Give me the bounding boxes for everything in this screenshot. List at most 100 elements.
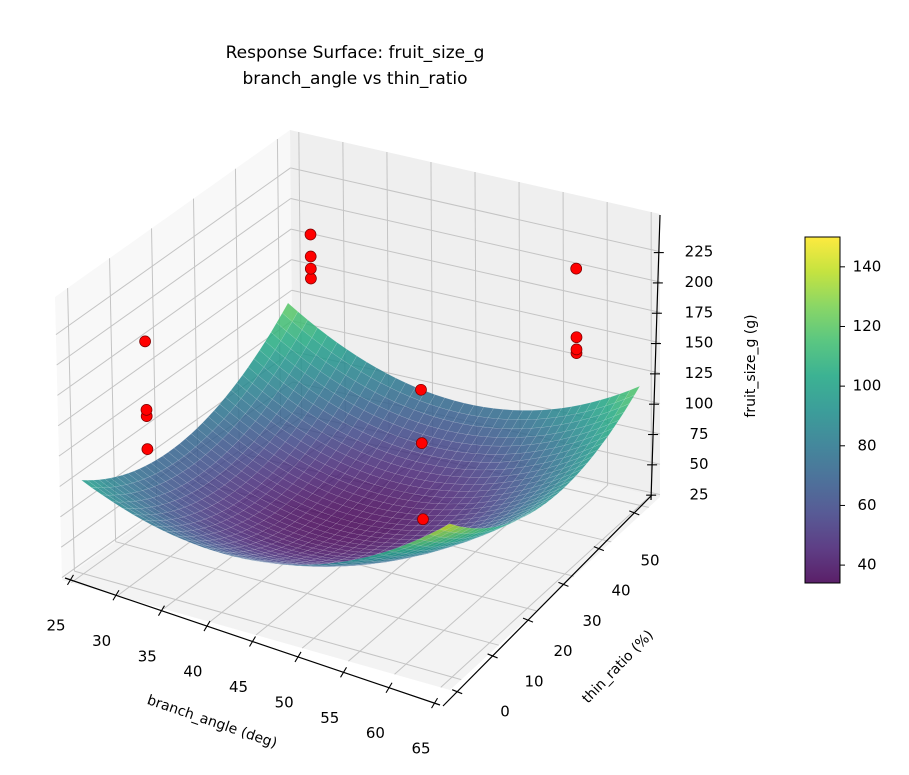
y-axis-tick — [451, 689, 463, 695]
z-axis-tick-label: 200 — [685, 273, 714, 291]
z-gridline-left-wall — [57, 259, 292, 427]
y-axis-tick-label: 30 — [582, 612, 601, 630]
z-gridline-back-wall — [290, 228, 661, 313]
data-point — [141, 443, 154, 455]
data-point — [305, 272, 317, 285]
surface-patch — [503, 519, 520, 527]
x-axis-tick — [294, 651, 302, 663]
data-point — [417, 513, 429, 526]
colorbar-tick-label: 80 — [857, 436, 876, 454]
y-axis-tick-label: 40 — [611, 582, 630, 600]
x-gridline-floor — [394, 484, 608, 675]
x-axis-tick-label: 45 — [229, 678, 248, 696]
data-point — [140, 404, 153, 416]
y-axis-tick-label: 20 — [553, 642, 572, 660]
data-point — [570, 343, 583, 356]
y-axis-line — [442, 494, 653, 707]
x-axis-tick — [112, 589, 120, 601]
z-gridline-left-wall — [58, 289, 292, 457]
z-axis-tick-label: 225 — [685, 243, 714, 261]
y-axis-tick — [593, 546, 605, 552]
data-point — [570, 262, 583, 275]
y-axis-label: thin_ratio (%) — [579, 627, 657, 707]
surface-patch — [466, 528, 482, 534]
z-axis-tick-label: 125 — [685, 364, 714, 382]
surface-patch — [519, 510, 535, 520]
colorbar-tick-label: 100 — [853, 377, 882, 395]
x-axis-tick — [385, 682, 393, 694]
x-axis-tick — [431, 697, 439, 709]
x-axis-tick — [158, 605, 165, 616]
z-gridline-left-wall — [55, 167, 291, 336]
x-axis-tick-label: 60 — [366, 724, 385, 742]
surface-and-points — [80, 228, 641, 567]
data-point — [415, 383, 427, 396]
data-point — [415, 437, 428, 449]
x-axis-tick-label: 50 — [275, 693, 294, 711]
surface-patch — [482, 526, 498, 533]
surface-patch — [438, 523, 456, 532]
z-axis-tick-label: 50 — [689, 455, 708, 473]
data-point — [304, 262, 317, 275]
data-point — [304, 228, 317, 241]
y-gridline-floor — [115, 541, 499, 646]
surface-patch — [487, 524, 504, 532]
x-axis-tick — [66, 574, 74, 586]
z-gridline-back-wall — [290, 198, 661, 283]
x-axis-label: branch_angle (deg) — [145, 692, 279, 751]
colorbar-tick-label: 40 — [857, 556, 876, 574]
x-axis-tick-label: 35 — [138, 647, 157, 665]
z-axis-tick-label: 150 — [685, 334, 714, 352]
surface-patch — [492, 523, 509, 531]
z-axis-tick-label: 175 — [685, 303, 714, 321]
data-point — [304, 250, 317, 263]
z-gridline-back-wall — [291, 289, 661, 374]
colorbar-tick-label: 120 — [853, 317, 882, 335]
z-axis-tick-label: 75 — [689, 425, 708, 443]
x-axis-tick-label: 55 — [320, 709, 339, 727]
x-axis-tick — [249, 636, 256, 647]
x-axis-tick-label: 65 — [411, 740, 430, 758]
surface-patch — [498, 521, 514, 529]
data-point — [139, 335, 151, 348]
y-axis-tick-label: 0 — [500, 703, 510, 721]
colorbar-frame — [804, 236, 841, 584]
surface-patch — [471, 527, 488, 534]
x-gridline-floor — [440, 494, 652, 688]
y-gridline-wall — [67, 288, 75, 572]
colorbar-tick-label: 140 — [853, 257, 882, 275]
z-axis-tick-label: 100 — [685, 394, 714, 412]
surface-patch — [535, 499, 551, 509]
y-gridline-floor — [74, 570, 462, 681]
z-gridline-back-wall — [290, 167, 661, 253]
x-axis-tick — [203, 620, 211, 632]
z-axis-label: fruit_size_g (g) — [743, 314, 759, 417]
chart-title-line-1: Response Surface: fruit_size_g — [226, 43, 485, 63]
y-axis-tick — [522, 617, 534, 623]
z-gridline-back-wall — [291, 259, 661, 344]
x-axis-tick-label: 30 — [92, 632, 111, 650]
axis-lines — [64, 214, 664, 709]
surface-patch — [540, 495, 556, 505]
y-axis-tick-label: 10 — [524, 672, 543, 690]
z-gridline-left-wall — [57, 228, 292, 396]
x-axis-tick — [340, 667, 347, 678]
y-axis-tick — [487, 653, 498, 659]
z-gridline-left-wall — [56, 198, 292, 366]
surface-patch — [545, 490, 562, 501]
y-axis-tick-label: 50 — [640, 552, 659, 570]
colorbar: 40 60 80 100 120 140 — [804, 236, 882, 584]
colorbar-tick-label: 60 — [857, 496, 876, 514]
z-axis-line — [650, 214, 661, 501]
y-axis-tick — [629, 510, 640, 516]
colorbar-gradient — [805, 237, 840, 583]
z-gridline-left-wall — [59, 320, 293, 487]
z-axis-tick-label: 25 — [689, 486, 708, 504]
x-axis-tick-label: 40 — [183, 663, 202, 681]
chart-title-line-2: branch_angle vs thin_ratio — [242, 69, 467, 89]
x-axis-tick-label: 25 — [46, 617, 65, 635]
data-point — [570, 331, 583, 344]
tick-labels: 25 30 35 40 45 50 55 60 65 0 10 20 30 40 50 25 50 75 100 12… — [46, 243, 713, 758]
z-gridline-back-wall — [291, 320, 661, 404]
y-axis-tick — [558, 581, 569, 587]
